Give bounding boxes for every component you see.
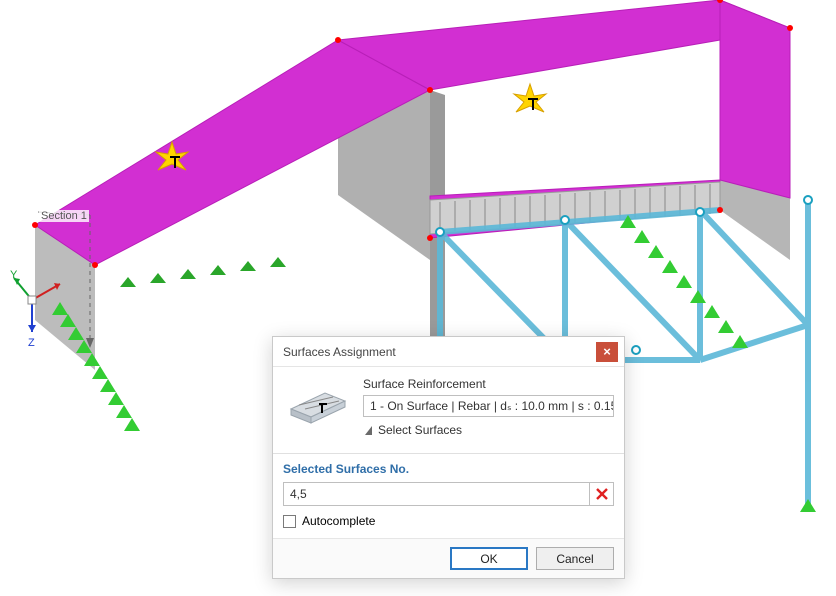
autocomplete-label: Autocomplete: [302, 514, 375, 528]
dialog-close-button[interactable]: ×: [596, 342, 618, 362]
select-surfaces-label: Select Surfaces: [378, 423, 462, 437]
dialog-title: Surfaces Assignment: [283, 345, 396, 359]
cancel-button[interactable]: Cancel: [536, 547, 614, 570]
section-label: Section 1: [39, 210, 89, 222]
close-icon: ×: [603, 344, 611, 359]
supports-right: [620, 215, 748, 348]
ok-button-label: OK: [480, 552, 497, 566]
reinforcement-selected-value: 1 - On Surface | Rebar | dₛ : 10.0 mm | …: [370, 399, 614, 413]
selected-surfaces-input[interactable]: [284, 487, 589, 501]
axis-y-label: Y: [10, 270, 18, 281]
surfaces-assignment-dialog: Surfaces Assignment × Surface Reinforcem…: [272, 336, 625, 579]
cancel-button-label: Cancel: [556, 552, 593, 566]
reinforcement-heading: Surface Reinforcement: [363, 377, 614, 391]
ok-button[interactable]: OK: [450, 547, 528, 570]
pick-surfaces-icon[interactable]: [365, 426, 372, 435]
autocomplete-checkbox[interactable]: [283, 515, 296, 528]
reinforcement-thumbnail-icon: [283, 377, 353, 429]
dialog-titlebar[interactable]: Surfaces Assignment ×: [273, 337, 624, 367]
clear-icon: [595, 487, 609, 501]
axis-z-label: Z: [28, 337, 35, 349]
surface-right-side[interactable]: [720, 0, 790, 198]
selected-surfaces-header: Selected Surfaces No.: [283, 454, 614, 482]
clear-selection-button[interactable]: [589, 483, 613, 505]
reinforcement-dropdown[interactable]: 1 - On Surface | Rebar | dₛ : 10.0 mm | …: [363, 395, 614, 417]
axis-gizmo: Y Z: [10, 270, 60, 350]
supports-front: [120, 257, 286, 287]
selected-surfaces-input-row: [283, 482, 614, 506]
support-column-base: [800, 499, 816, 512]
